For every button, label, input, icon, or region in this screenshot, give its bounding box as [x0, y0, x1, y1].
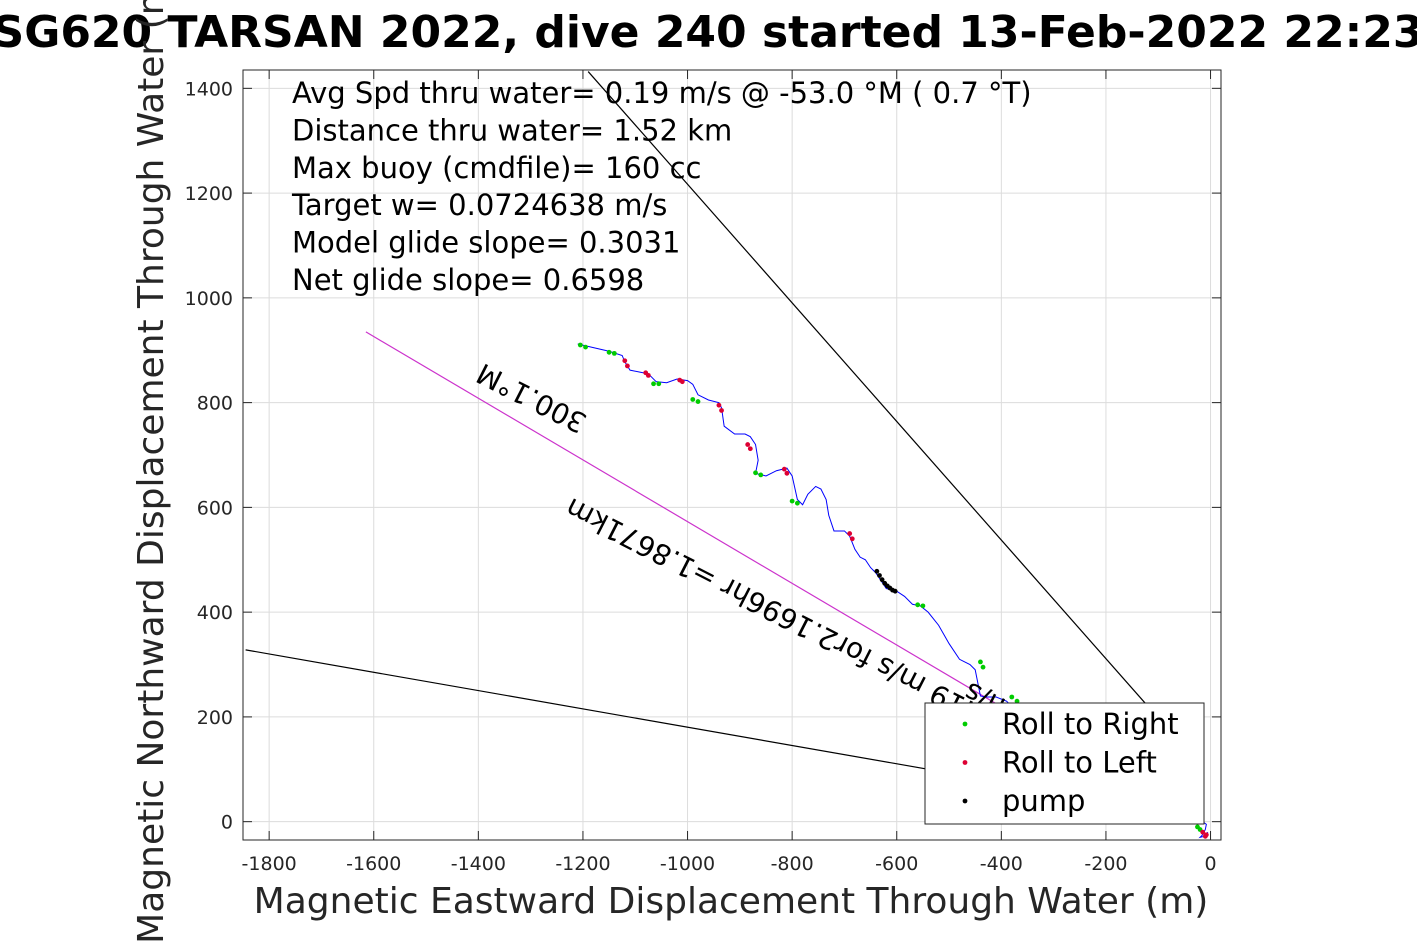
- marker-point: [679, 379, 685, 385]
- marker-point: [758, 472, 764, 478]
- marker-point: [690, 397, 696, 402]
- marker-point: [606, 349, 612, 355]
- y-tick-label: 1200: [185, 183, 233, 205]
- legend-entry: Roll to Right: [1002, 707, 1179, 741]
- legend-marker: [962, 760, 968, 765]
- axis-ticks: -1800 -1600 -1400 -1200 -1000 -800 -600 -400 -20…: [185, 70, 1221, 875]
- y-tick-label: 400: [197, 602, 233, 624]
- info-line: Target w= 0.0724638 m/s: [291, 188, 667, 222]
- marker-point: [625, 363, 630, 369]
- roll-markers: [577, 342, 1209, 839]
- marker-point: [794, 500, 800, 506]
- y-tick-label: 600: [197, 497, 233, 519]
- info-text-block: Avg Spd thru water= 0.19 m/s @ -53.0 °M …: [291, 76, 1032, 297]
- y-tick-label: 800: [197, 393, 233, 415]
- x-tick-label: -1800: [242, 853, 297, 875]
- marker-point: [980, 664, 986, 670]
- legend: Roll to Right Roll to Left pump: [924, 702, 1205, 825]
- info-line: Model glide slope= 0.3031: [292, 226, 680, 260]
- x-tick-label: -1000: [660, 853, 715, 875]
- marker-point: [1203, 832, 1209, 838]
- marker-point: [1200, 829, 1206, 835]
- marker-point: [651, 381, 656, 387]
- marker-point: [583, 344, 588, 350]
- legend-entry: pump: [1002, 784, 1085, 818]
- marker-point: [978, 659, 983, 665]
- marker-point: [915, 602, 921, 608]
- x-tick-label: -200: [1084, 853, 1127, 875]
- info-line: Max buoy (cmdfile)= 160 cc: [292, 151, 701, 185]
- legend-box: [924, 702, 1205, 825]
- marker-point: [716, 402, 722, 408]
- marker-point: [781, 466, 787, 472]
- marker-point: [747, 446, 753, 452]
- x-axis-label: Magnetic Eastward Displacement Through W…: [254, 881, 1209, 922]
- marker-point: [753, 470, 758, 476]
- direction-line-upper: [587, 71, 1191, 754]
- marker-point: [789, 498, 795, 504]
- y-axis-label: Magnetic Northward Displacement Through …: [131, 0, 172, 944]
- chart-title: SG620 TARSAN 2022, dive 240 started 13-F…: [0, 7, 1417, 58]
- legend-marker: [962, 798, 968, 804]
- marker-point: [645, 372, 651, 378]
- marker-point: [719, 408, 724, 413]
- x-tick-label: -800: [771, 853, 814, 875]
- marker-point: [611, 350, 617, 356]
- marker-point: [879, 577, 885, 583]
- marker-point: [892, 588, 898, 594]
- marker-point: [745, 442, 751, 447]
- y-tick-label: 0: [221, 812, 233, 834]
- x-tick-label: -600: [875, 853, 918, 875]
- marker-point: [874, 568, 880, 574]
- marker-point: [920, 603, 926, 609]
- x-tick-label: 0: [1204, 853, 1216, 875]
- marker-point: [877, 573, 882, 578]
- marker-point: [622, 358, 628, 364]
- plot-frame: [242, 69, 1222, 841]
- info-line: Distance thru water= 1.52 km: [292, 113, 732, 147]
- marker-point: [1014, 698, 1020, 704]
- info-line: Net glide slope= 0.6598: [292, 263, 644, 297]
- marker-point: [656, 381, 662, 387]
- marker-point: [695, 399, 701, 404]
- marker-point: [847, 531, 853, 536]
- legend-entry: Roll to Left: [1002, 746, 1157, 780]
- marker-point: [1009, 694, 1015, 700]
- x-tick-label: -1200: [555, 853, 610, 875]
- marker-point: [784, 470, 790, 476]
- y-tick-label: 200: [197, 707, 233, 729]
- y-tick-label: 1400: [185, 78, 233, 100]
- legend-marker: [962, 721, 968, 727]
- info-line: Avg Spd thru water= 0.19 m/s @ -53.0 °M …: [292, 76, 1032, 110]
- marker-point: [849, 536, 855, 542]
- x-tick-label: -1600: [346, 853, 401, 875]
- y-tick-label: 1000: [185, 288, 233, 310]
- marker-point: [577, 342, 583, 348]
- x-tick-label: -400: [980, 853, 1023, 875]
- x-tick-label: -1400: [451, 853, 506, 875]
